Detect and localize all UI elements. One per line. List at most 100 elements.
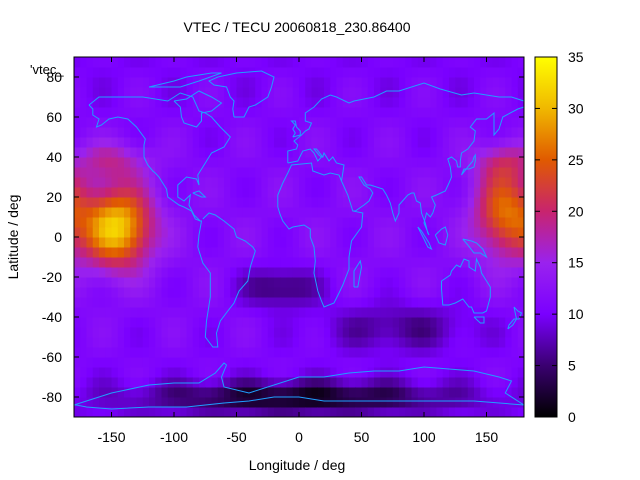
heatmap-cell bbox=[374, 107, 381, 118]
heatmap-cell bbox=[117, 77, 125, 88]
heatmap-cell bbox=[399, 137, 406, 148]
heatmap-cell bbox=[367, 137, 375, 148]
heatmap-cell bbox=[99, 317, 106, 328]
heatmap-cell bbox=[467, 377, 475, 388]
heatmap-cell bbox=[517, 227, 525, 238]
heatmap-cell bbox=[211, 207, 219, 218]
heatmap-cell bbox=[261, 237, 269, 248]
heatmap-cell bbox=[517, 357, 525, 368]
heatmap-cell bbox=[336, 307, 344, 318]
heatmap-cell bbox=[80, 297, 87, 308]
heatmap-cell bbox=[399, 337, 406, 348]
heatmap-cell bbox=[230, 357, 237, 368]
heatmap-cell bbox=[511, 187, 519, 198]
heatmap-cell bbox=[336, 257, 344, 268]
heatmap-cell bbox=[424, 287, 431, 298]
colorbar-tick-label: 30 bbox=[568, 100, 584, 116]
heatmap-cell bbox=[286, 217, 294, 228]
heatmap-cell bbox=[505, 227, 512, 238]
heatmap-cell bbox=[117, 247, 125, 258]
heatmap-cell bbox=[224, 107, 231, 118]
heatmap-cell bbox=[449, 177, 456, 188]
heatmap-cell bbox=[342, 77, 350, 88]
heatmap-cell bbox=[292, 327, 300, 338]
heatmap-cell bbox=[186, 147, 194, 158]
heatmap-cell bbox=[374, 77, 381, 88]
heatmap-cell bbox=[311, 407, 319, 418]
heatmap-cell bbox=[186, 217, 194, 228]
heatmap-cell bbox=[411, 197, 419, 208]
heatmap-cell bbox=[186, 97, 194, 108]
heatmap-cell bbox=[480, 177, 487, 188]
heatmap-cell bbox=[274, 97, 281, 108]
heatmap-cell bbox=[142, 187, 150, 198]
heatmap-cell bbox=[292, 107, 300, 118]
heatmap-cell bbox=[255, 357, 262, 368]
heatmap-cell bbox=[292, 187, 300, 198]
heatmap-cell bbox=[511, 117, 519, 128]
heatmap-cell bbox=[324, 287, 331, 298]
heatmap-cell bbox=[486, 167, 494, 178]
heatmap-cell bbox=[361, 367, 369, 378]
heatmap-cell bbox=[280, 207, 287, 218]
heatmap-cell bbox=[192, 387, 200, 398]
heatmap-cell bbox=[399, 407, 406, 418]
heatmap-cell bbox=[449, 77, 456, 88]
heatmap-cell bbox=[236, 127, 244, 138]
heatmap-cell bbox=[405, 377, 412, 388]
heatmap-cell bbox=[261, 217, 269, 228]
heatmap-cell bbox=[505, 67, 512, 78]
heatmap-cell bbox=[405, 367, 412, 378]
heatmap-cell bbox=[324, 307, 331, 318]
heatmap-cell bbox=[211, 297, 219, 308]
heatmap-cell bbox=[236, 207, 244, 218]
heatmap-cell bbox=[336, 237, 344, 248]
heatmap-cell bbox=[286, 147, 294, 158]
heatmap-cell bbox=[299, 207, 306, 218]
heatmap-cell bbox=[330, 247, 337, 258]
heatmap-cell bbox=[261, 197, 269, 208]
heatmap-cell bbox=[86, 227, 94, 238]
heatmap-cell bbox=[455, 157, 462, 168]
heatmap-cell bbox=[280, 137, 287, 148]
heatmap-cell bbox=[261, 137, 269, 148]
heatmap-cell bbox=[486, 407, 494, 418]
heatmap-cell bbox=[505, 197, 512, 208]
heatmap-cell bbox=[474, 327, 481, 338]
heatmap-cell bbox=[311, 67, 319, 78]
heatmap-cell bbox=[361, 67, 369, 78]
heatmap-cell bbox=[174, 367, 181, 378]
heatmap-cell bbox=[249, 227, 256, 238]
heatmap-cell bbox=[417, 57, 425, 68]
heatmap-cell bbox=[280, 277, 287, 288]
heatmap-cell bbox=[499, 257, 506, 268]
x-tick-label: -150 bbox=[97, 429, 125, 445]
heatmap-cell bbox=[280, 67, 287, 78]
heatmap-cell bbox=[511, 407, 519, 418]
heatmap-cell bbox=[155, 187, 162, 198]
heatmap-cell bbox=[455, 287, 462, 298]
heatmap-cell bbox=[349, 387, 356, 398]
heatmap-cell bbox=[492, 337, 500, 348]
heatmap-cell bbox=[342, 57, 350, 68]
heatmap-cell bbox=[367, 277, 375, 288]
heatmap-cell bbox=[486, 247, 494, 258]
heatmap-cell bbox=[386, 217, 394, 228]
heatmap-cell bbox=[474, 297, 481, 308]
heatmap-cell bbox=[336, 67, 344, 78]
heatmap-cell bbox=[280, 147, 287, 158]
y-tick-label: -20 bbox=[42, 269, 62, 285]
heatmap-cell bbox=[324, 147, 331, 158]
heatmap-cell bbox=[399, 387, 406, 398]
heatmap-cell bbox=[86, 137, 94, 148]
heatmap-cell bbox=[130, 177, 137, 188]
heatmap-cell bbox=[255, 377, 262, 388]
heatmap-cell bbox=[405, 157, 412, 168]
heatmap-cell bbox=[461, 87, 469, 98]
heatmap-cell bbox=[142, 397, 150, 408]
heatmap-cell bbox=[411, 277, 419, 288]
heatmap-cell bbox=[392, 157, 400, 168]
heatmap-cell bbox=[124, 67, 131, 78]
heatmap-cell bbox=[449, 307, 456, 318]
